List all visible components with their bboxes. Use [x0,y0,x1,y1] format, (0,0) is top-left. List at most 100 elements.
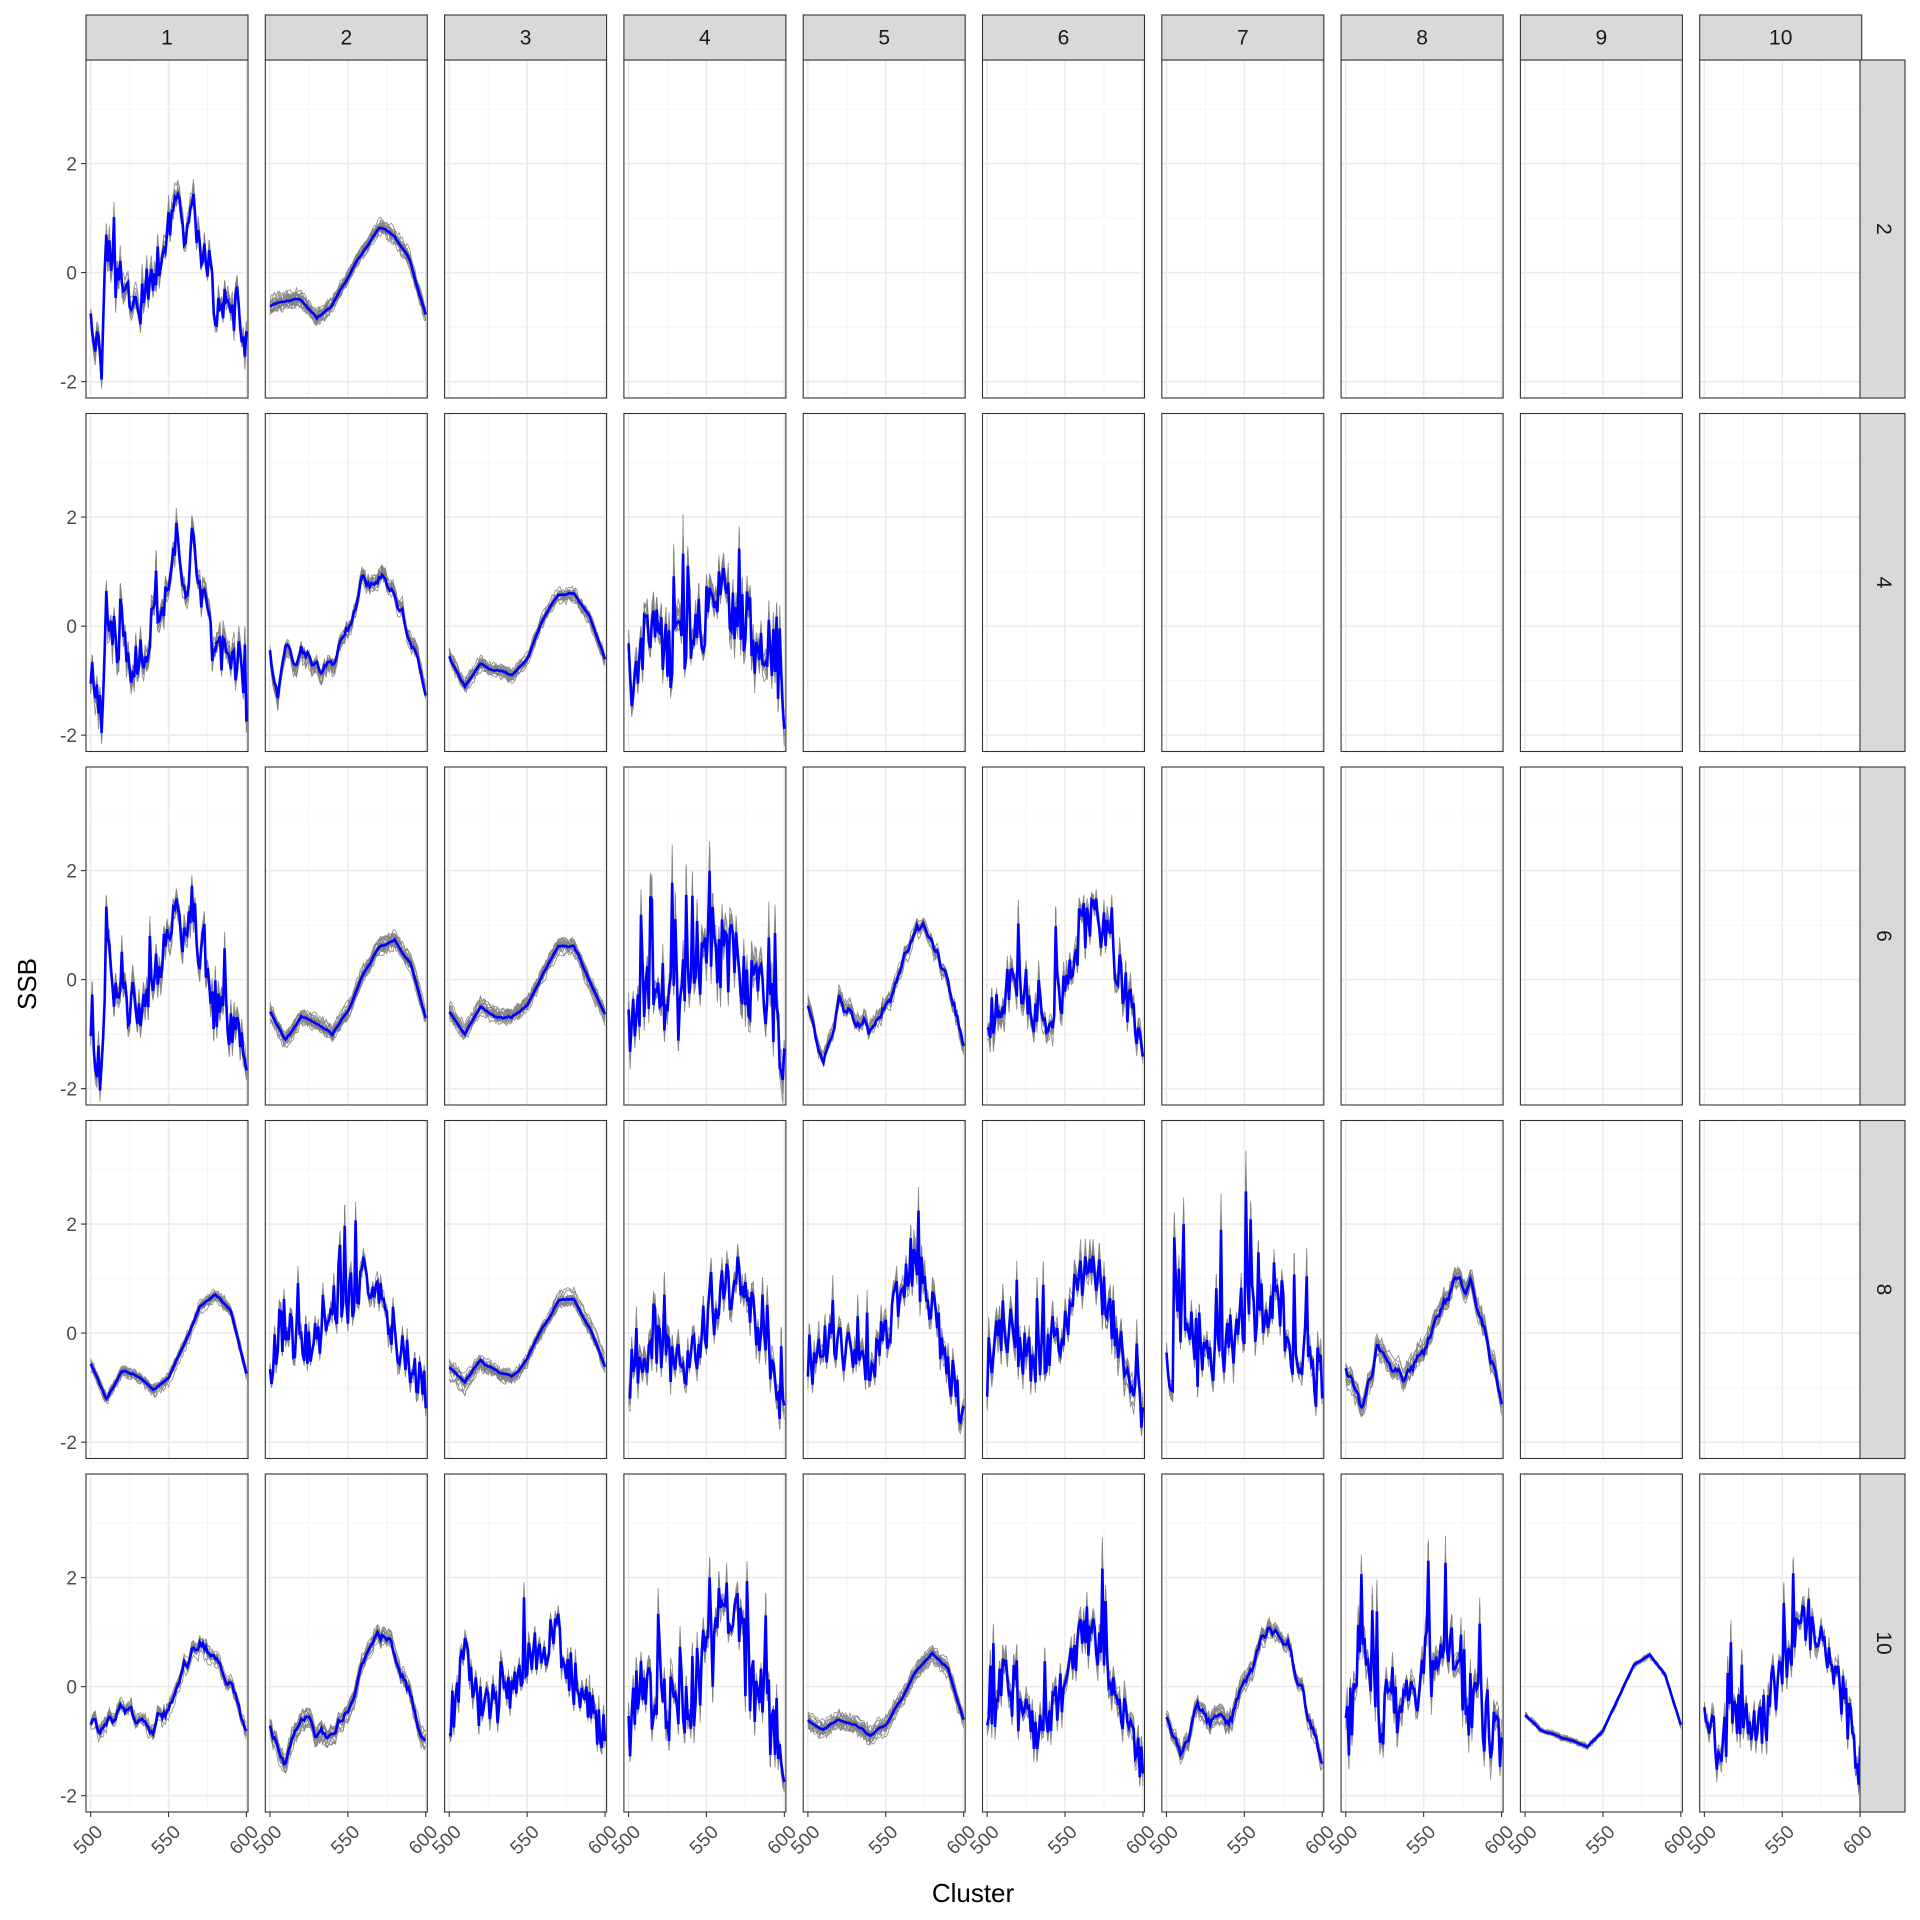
panel-2-10 [1699,59,1863,399]
y-tick-label: 0 [66,1678,77,1699]
x-tick-label: 550 [686,1822,723,1859]
mean-line [448,1597,607,1749]
y-axis: -2 0 2 -2 0 2 -2 0 2 -2 0 2 -2 0 2 [60,155,86,1808]
y-tick-label: -2 [60,726,77,747]
mean-line [986,896,1145,1057]
mean-line [448,944,607,1037]
column-strip-label: 3 [520,27,532,50]
column-strip-label: 2 [340,27,352,50]
panel-4-9 [1519,412,1683,753]
y-tick-label: 0 [66,264,77,285]
panel-2-5 [802,59,966,399]
panel-4-7 [1161,412,1325,753]
column-strip-7 [1161,14,1325,61]
panel-6-3 [444,766,608,1106]
panel-4-6 [981,412,1146,753]
mean-line [806,1210,965,1426]
y-tick-label: 0 [66,971,77,992]
x-tick-label: 550 [1762,1822,1799,1859]
x-tick-label: 500 [787,1822,824,1859]
x-tick-label: 500 [1146,1822,1183,1859]
y-tick-label: -2 [60,1433,77,1454]
column-strip-label: 5 [878,27,890,50]
x-tick-label: 500 [249,1822,286,1859]
x-tick-label: 550 [506,1822,543,1859]
panel-4-5 [802,412,966,753]
row-strip-8 [1859,1119,1906,1460]
x-tick-label: 550 [1582,1822,1619,1859]
x-tick-label: 550 [148,1822,185,1859]
y-tick-label: 2 [66,862,77,883]
y-tick-label: 2 [66,1215,77,1236]
y-tick-label: -2 [60,1080,77,1101]
y-tick-label: 2 [66,1569,77,1590]
mean-line [627,870,786,1081]
panel-10-2 [264,1473,428,1813]
panel-4-10 [1699,412,1863,753]
panel-4-8 [1340,412,1504,753]
x-tick-label: 500 [1325,1822,1362,1859]
panel-10-10 [1699,1473,1863,1813]
mean-line [1344,1274,1503,1410]
y-axis-title: SSB [12,958,42,1010]
mean-line [1524,1652,1683,1749]
column-strip-10 [1699,14,1863,61]
panel-2-4 [623,59,787,399]
member-line [807,1649,965,1730]
row-strip-label: 10 [1872,1631,1895,1654]
x-tick-label: 500 [1684,1822,1721,1859]
panel-2-3 [444,59,608,399]
column-strip-3 [444,14,608,61]
mean-line [627,548,786,729]
panel-8-10 [1699,1119,1863,1460]
panel-8-7 [1161,1119,1325,1460]
x-tick-label: 550 [865,1822,902,1859]
x-tick-label: 500 [608,1822,645,1859]
mean-line [448,1297,607,1385]
x-tick-label: 550 [1403,1822,1440,1859]
mean-line [1344,1560,1503,1767]
mean-line [89,1638,248,1738]
column-strip-9 [1519,14,1683,61]
panel-4-4 [623,412,787,753]
panel-8-4 [623,1119,787,1460]
panel-10-1 [85,1473,249,1813]
mean-line [269,226,427,321]
column-strip-5 [802,14,966,61]
column-strip-label: 8 [1416,27,1428,50]
x-tick-label: 500 [966,1822,1003,1859]
panel-8-9 [1519,1119,1683,1460]
x-tick-label: 550 [327,1822,364,1859]
column-strip-8 [1340,14,1504,61]
x-tick-label: 550 [1044,1822,1081,1859]
mean-line [985,1568,1145,1778]
mean-line [89,1292,248,1402]
panel-4-3 [444,412,608,753]
column-strip-label: 7 [1237,27,1249,50]
panel-2-9 [1519,59,1683,399]
x-tick-label: 500 [70,1822,107,1859]
x-tick-label: 600 [1839,1822,1876,1859]
panel-6-5 [802,766,966,1106]
panel-2-1 [85,59,249,399]
mean-line [1165,1626,1324,1765]
row-strip-label: 4 [1872,577,1895,589]
mean-line [89,522,248,733]
x-tick-label: 500 [1504,1822,1541,1859]
row-strip-label: 8 [1872,1284,1895,1296]
y-tick-label: -2 [60,1787,77,1808]
member-line [448,595,606,679]
row-strip-4 [1859,412,1906,753]
panel-6-8 [1340,766,1504,1106]
column-strip-6 [981,14,1146,61]
mean-line [627,1577,786,1783]
panel-10-7 [1161,1473,1325,1813]
column-strip-label: 10 [1769,27,1792,50]
row-strip-10 [1859,1473,1906,1813]
panel-8-2 [264,1119,428,1460]
x-tick-label: 550 [1224,1822,1261,1859]
mean-line [628,1256,786,1420]
row-strip-6 [1859,766,1906,1106]
x-axis-title: Cluster [932,1878,1015,1908]
